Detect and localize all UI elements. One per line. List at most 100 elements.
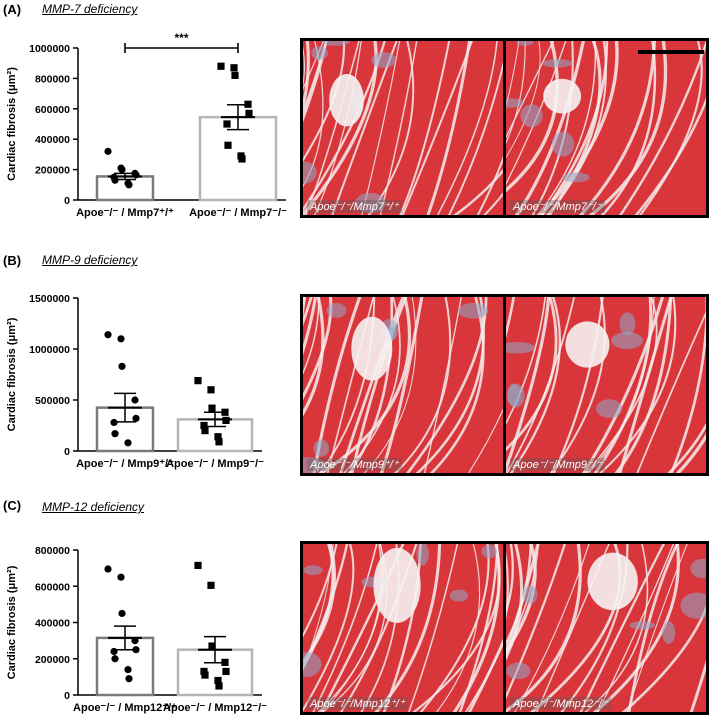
fibre-gap xyxy=(538,41,619,215)
tissue-texture xyxy=(506,544,706,712)
fibre-gap xyxy=(467,638,503,712)
fibre-gap xyxy=(549,297,606,473)
collagen-stain xyxy=(520,104,543,128)
fibre-gap xyxy=(436,41,498,215)
collagen-stain xyxy=(551,131,575,157)
panel-letter: (C) xyxy=(3,498,22,513)
collagen-stain xyxy=(506,341,536,354)
fibre-gap xyxy=(476,156,503,215)
y-tick-label: 0 xyxy=(64,690,70,702)
vessel-lumen xyxy=(565,321,610,368)
fibre-gap xyxy=(587,297,655,473)
data-point xyxy=(222,416,230,424)
fibre-gap xyxy=(506,552,509,620)
data-point xyxy=(200,667,208,676)
fibre-gap xyxy=(598,297,677,473)
data-point xyxy=(124,666,132,674)
category-label: Apoe⁻/⁻ / Mmp7⁻/⁻ xyxy=(189,207,287,219)
fibre-gap xyxy=(581,297,665,473)
data-point xyxy=(215,682,223,690)
fibre-gap xyxy=(303,41,310,112)
image-label: Apoe⁻/⁻/Mmp9⁺/⁺ xyxy=(307,458,402,471)
y-tick-label: 1500000 xyxy=(29,293,70,305)
vessel-lumen xyxy=(373,547,421,623)
category-label: Apoe⁻/⁻ / Mmp12⁺/⁺ xyxy=(73,702,177,714)
vessel-lumen xyxy=(351,316,393,381)
collagen-stain xyxy=(303,161,317,184)
data-point xyxy=(124,439,132,447)
fibre-gap xyxy=(621,604,706,712)
panel-title: MMP-12 deficiency xyxy=(42,500,145,514)
significance-label: *** xyxy=(174,31,188,45)
fibre-gap xyxy=(318,297,411,473)
data-point xyxy=(111,176,119,184)
data-point xyxy=(125,675,133,683)
fibre-gap xyxy=(303,297,317,356)
data-point xyxy=(217,62,225,70)
fibre-gap xyxy=(593,297,653,473)
data-point xyxy=(194,377,202,385)
collagen-stain xyxy=(507,383,521,407)
fibre-gap xyxy=(303,297,313,327)
fibre-gap xyxy=(483,192,503,215)
fibre-gap xyxy=(506,544,582,712)
collagen-stain xyxy=(522,585,538,604)
data-point xyxy=(104,147,112,155)
y-tick-label: 200000 xyxy=(35,165,70,177)
data-point xyxy=(131,396,139,404)
histology-image-mmp12-ko: Apoe⁻/⁻/Mmp12⁻/⁻ xyxy=(503,541,709,715)
histology-image-mmp12-wt: Apoe⁻/⁻/Mmp12⁺/⁺ xyxy=(300,541,506,715)
tissue-background xyxy=(303,41,503,215)
data-point xyxy=(224,141,232,149)
collagen-stain xyxy=(416,544,429,566)
fibre-gap xyxy=(636,310,706,473)
fibre-gap xyxy=(584,544,649,712)
fibre-gap xyxy=(689,660,706,712)
y-tick-label: 600000 xyxy=(35,104,70,116)
fibre-gap xyxy=(303,297,325,417)
vessel-lumen xyxy=(587,552,638,611)
tissue-texture xyxy=(303,544,503,712)
fibre-gap xyxy=(314,41,362,215)
image-label: Apoe⁻/⁻/Mmp7⁺/⁺ xyxy=(307,200,402,213)
fibre-gap xyxy=(426,41,472,215)
y-tick-label: 400000 xyxy=(35,134,70,146)
fibre-gap xyxy=(667,422,706,473)
image-label: Apoe⁻/⁻/Mmp12⁺/⁺ xyxy=(307,697,408,710)
data-point xyxy=(200,421,208,430)
tissue-texture xyxy=(506,297,706,473)
fibre-gap xyxy=(578,41,656,215)
fibre-gap xyxy=(509,297,561,473)
y-tick-label: 400000 xyxy=(35,618,70,630)
fibre-gap xyxy=(312,297,362,473)
fibre-gap xyxy=(303,47,305,88)
tissue-texture xyxy=(303,297,503,473)
panel-title: MMP-7 deficiency xyxy=(42,2,138,16)
fibre-gap xyxy=(339,297,405,473)
fibre-gap xyxy=(592,544,680,712)
y-axis-label: Cardiac fibrosis (μm²) xyxy=(6,565,18,679)
panel-b: (B) MMP-9 deficiency 0 500000 1000000 15000… xyxy=(0,250,709,485)
category-label: Apoe⁻/⁻ / Mmp9⁻/⁻ xyxy=(166,458,264,470)
data-point xyxy=(132,414,140,422)
fibre-gap xyxy=(453,168,503,215)
tissue-background xyxy=(506,297,706,473)
data-point xyxy=(207,581,215,589)
data-point xyxy=(208,642,216,650)
fibre-gap xyxy=(618,297,673,473)
panel-a: (A) MMP-7 deficiency 0 200000 400000 600000… xyxy=(0,0,709,235)
fibre-gap xyxy=(408,544,459,712)
fibre-gap xyxy=(579,544,665,712)
data-point xyxy=(214,433,222,441)
fibre-gap xyxy=(614,297,673,473)
fibre-gap xyxy=(303,297,307,319)
fibre-gap xyxy=(467,408,503,473)
bar-chart-mmp9: 0 500000 1000000 1500000 Cardiac fibrosis (μ… xyxy=(6,293,264,470)
fibre-gap xyxy=(506,544,539,655)
fibre-gap xyxy=(331,41,398,215)
fibre-gap xyxy=(506,544,533,646)
data-point xyxy=(201,671,209,679)
y-tick-label: 800000 xyxy=(35,545,70,557)
fibre-gap xyxy=(412,544,501,712)
data-point xyxy=(118,166,126,174)
